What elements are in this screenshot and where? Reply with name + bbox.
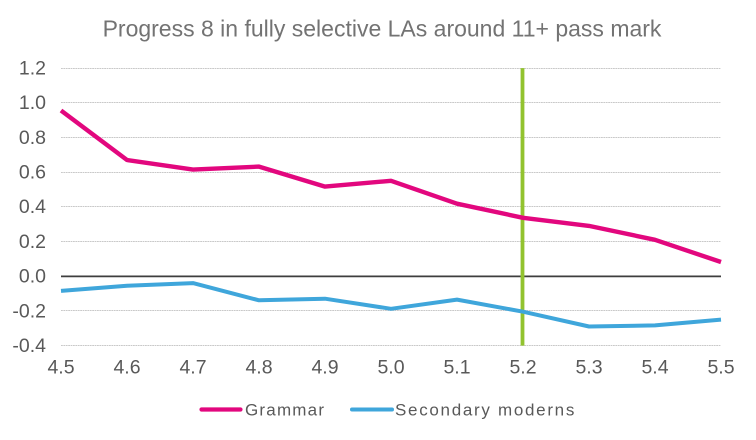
svg-text:0.0: 0.0 <box>19 266 46 288</box>
svg-text:Progress 8 in fully selective: Progress 8 in fully selective LAs around… <box>103 16 662 42</box>
svg-text:4.6: 4.6 <box>113 357 140 379</box>
svg-text:4.9: 4.9 <box>311 357 338 379</box>
svg-text:5.3: 5.3 <box>575 357 602 379</box>
svg-text:0.4: 0.4 <box>19 196 46 218</box>
svg-text:5.4: 5.4 <box>641 357 668 379</box>
svg-text:5.0: 5.0 <box>377 357 404 379</box>
svg-text:1.0: 1.0 <box>19 92 46 114</box>
svg-text:Grammar: Grammar <box>245 401 325 420</box>
svg-text:0.2: 0.2 <box>19 231 46 253</box>
svg-text:-0.4: -0.4 <box>12 335 46 357</box>
svg-text:Secondary moderns: Secondary moderns <box>395 401 576 420</box>
svg-text:5.5: 5.5 <box>707 357 734 379</box>
svg-text:-0.2: -0.2 <box>12 300 46 322</box>
svg-text:4.5: 4.5 <box>47 357 74 379</box>
svg-text:0.6: 0.6 <box>19 162 46 184</box>
svg-text:5.2: 5.2 <box>509 357 536 379</box>
svg-text:4.7: 4.7 <box>179 357 206 379</box>
svg-text:4.8: 4.8 <box>245 357 272 379</box>
svg-text:1.2: 1.2 <box>19 58 46 80</box>
svg-text:5.1: 5.1 <box>443 357 470 379</box>
svg-text:0.8: 0.8 <box>19 127 46 149</box>
